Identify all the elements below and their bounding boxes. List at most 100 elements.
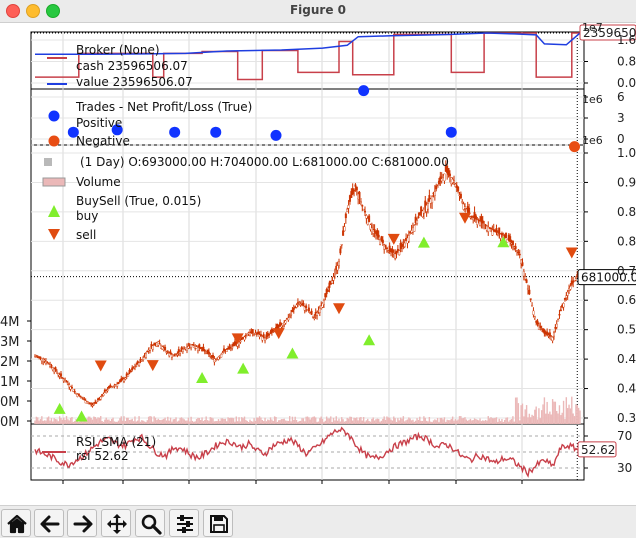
price-candle-body — [343, 226, 346, 232]
volume-bar — [204, 419, 206, 424]
price-candle-body — [383, 244, 386, 250]
volume-bar — [215, 421, 217, 424]
volume-bar — [267, 419, 269, 424]
volume-bar — [436, 417, 439, 424]
volume-bar — [335, 416, 337, 424]
price-candle-body — [77, 393, 80, 396]
configure-button[interactable] — [169, 509, 199, 537]
trades-exponent-label: 1e6 — [582, 93, 603, 106]
price-candle-body — [99, 396, 102, 400]
trade-positive-point — [111, 124, 123, 136]
volume-bar — [457, 419, 459, 424]
volume-bar — [173, 419, 176, 424]
volume-bar — [75, 419, 77, 424]
volume-bar — [305, 416, 307, 424]
volume-bar — [253, 418, 255, 424]
volume-bar — [464, 417, 466, 424]
volume-bar — [260, 417, 262, 424]
volume-bar — [179, 417, 181, 424]
price-candle-body — [92, 403, 95, 405]
save-icon — [210, 515, 228, 533]
rsi-last-value-box — [577, 441, 617, 458]
price-candle-body — [168, 352, 171, 357]
volume-bar — [74, 421, 76, 424]
price-legend-candle-swatch — [44, 158, 52, 166]
price-candle-body — [337, 261, 340, 266]
volume-bar — [219, 420, 221, 424]
price-candle-body — [68, 384, 71, 388]
volume-bar — [313, 416, 316, 424]
volume-bar — [286, 420, 288, 424]
rsi-legend-value: rsi 52.62 — [76, 449, 129, 463]
volume-bar — [394, 418, 396, 424]
volume-bar — [391, 420, 394, 424]
forward-button[interactable] — [67, 509, 97, 537]
volume-bar — [134, 416, 136, 424]
minimize-window-button[interactable] — [26, 4, 40, 18]
price-candle-body — [495, 228, 498, 233]
price-candle-body — [296, 302, 299, 304]
price-last-close-box — [577, 269, 636, 286]
volume-left-tick-label: 0M — [0, 415, 20, 430]
volume-bar — [264, 417, 266, 424]
price-candle-body — [302, 302, 305, 307]
close-window-button[interactable] — [6, 4, 20, 18]
back-button[interactable] — [34, 509, 64, 537]
volume-bar — [160, 420, 162, 424]
volume-bar — [528, 413, 531, 424]
volume-bar — [435, 420, 437, 424]
maximize-window-button[interactable] — [46, 4, 60, 18]
home-button[interactable] — [1, 509, 31, 537]
volume-bar — [119, 418, 121, 424]
broker-exponent-label: 1e7 — [582, 22, 603, 34]
price-candle-body — [498, 227, 501, 234]
buy-signal-marker — [53, 402, 66, 414]
figure-canvas[interactable]: 1.60.80.06301.00.90.80.80.70.60.50.40.40… — [0, 22, 636, 505]
volume-bar — [202, 420, 205, 424]
price-candle-body — [116, 383, 119, 387]
price-candle-body — [298, 303, 301, 305]
volume-bar — [575, 404, 577, 424]
volume-bar — [234, 421, 236, 424]
volume-bar — [465, 419, 468, 424]
volume-bar — [168, 420, 170, 424]
volume-bar — [242, 418, 244, 424]
price-candle-body — [481, 220, 484, 224]
price-candle-body — [459, 193, 462, 199]
volume-bar — [249, 419, 251, 424]
price-candle-body — [202, 346, 205, 351]
volume-bar — [113, 421, 116, 424]
volume-bar — [298, 421, 300, 424]
volume-bar — [283, 418, 285, 424]
price-candle-body — [287, 317, 290, 321]
price-candle-body — [225, 349, 228, 352]
price-candle-body — [243, 336, 246, 341]
volume-bar — [551, 399, 554, 424]
volume-bar — [143, 421, 146, 424]
pan-button[interactable] — [101, 509, 131, 537]
volume-bar — [365, 420, 368, 424]
save-button[interactable] — [203, 509, 233, 537]
price-candle-body — [318, 307, 321, 313]
price-candle-body — [91, 404, 94, 407]
volume-bar — [57, 421, 59, 424]
volume-bar — [376, 418, 379, 424]
price-candle-body — [362, 208, 365, 211]
volume-bar — [199, 420, 202, 424]
volume-bar — [132, 421, 135, 424]
price-candle-body — [543, 329, 546, 334]
volume-bar — [312, 416, 314, 424]
volume-bar — [187, 417, 190, 424]
buy-signal-marker — [196, 372, 209, 384]
price-candle-body — [525, 279, 528, 283]
price-candle-body — [262, 334, 265, 338]
volume-bar — [139, 421, 142, 424]
price-candle-body — [305, 305, 308, 309]
trades-negative-legend-marker — [48, 135, 60, 147]
zoom-button[interactable] — [135, 509, 165, 537]
price-candle-body — [563, 297, 566, 300]
sell-legend-marker — [48, 229, 60, 240]
price-candle-body — [354, 184, 357, 187]
volume-bar — [278, 420, 280, 424]
volume-bar — [93, 416, 95, 424]
